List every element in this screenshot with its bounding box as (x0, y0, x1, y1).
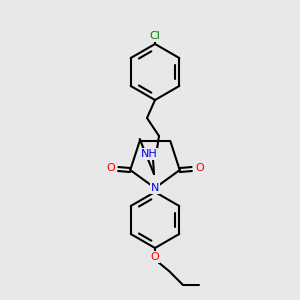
Text: O: O (195, 163, 204, 173)
Text: N: N (151, 183, 159, 193)
Text: Cl: Cl (150, 31, 160, 41)
Text: O: O (106, 163, 115, 173)
Text: NH: NH (141, 149, 158, 159)
Text: O: O (151, 252, 159, 262)
